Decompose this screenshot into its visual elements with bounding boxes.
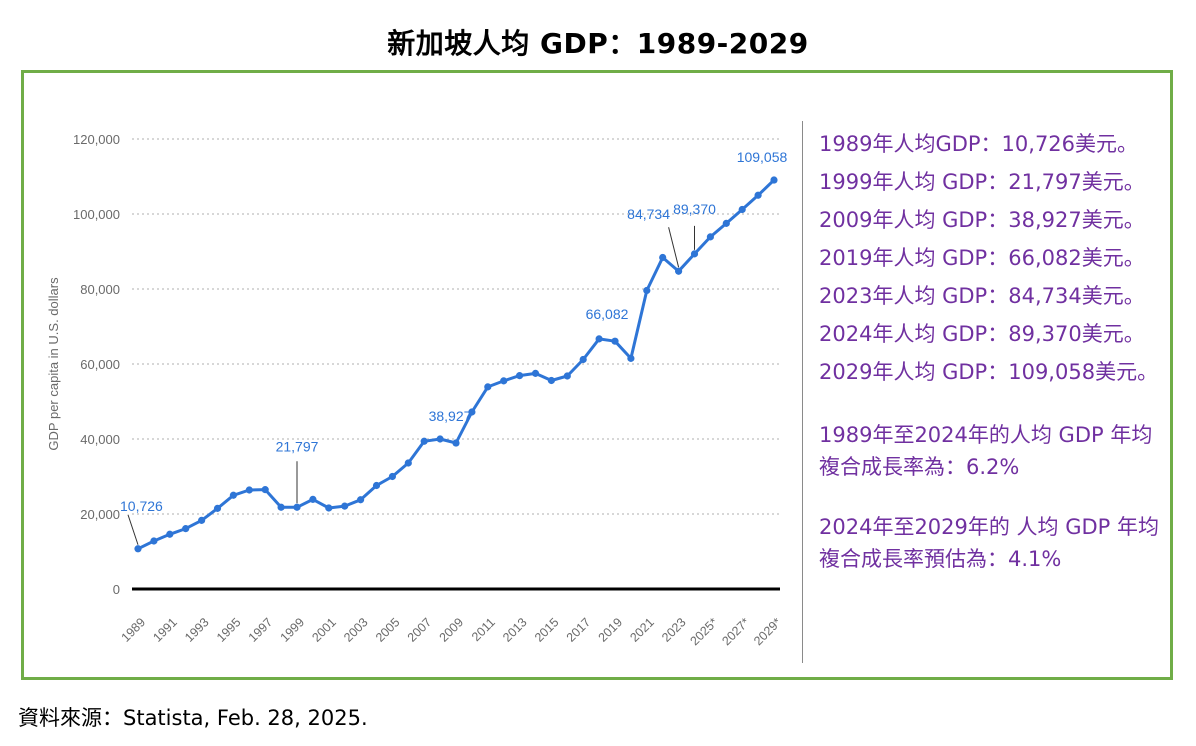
y-tick-label: 60,000 [80,357,120,372]
source-note: 資料來源：Statista, Feb. 28, 2025. [18,706,368,730]
data-point [293,503,301,511]
data-point [277,503,285,511]
data-point [357,496,365,504]
data-point [341,502,349,510]
data-label: 38,927 [429,408,472,424]
cagr-note-2024-2029: 2024年至2029年的 人均 GDP 年均複合成長率預估為：4.1% [819,515,1160,571]
data-point [452,439,460,447]
x-tick-label: 2001 [309,615,339,645]
y-axis-label: GDP per capita in U.S. dollars [46,277,61,451]
x-tick-label: 2019 [596,615,626,645]
data-point [182,525,190,533]
x-tick-label: 2029* [751,615,784,648]
data-label: 84,734 [627,206,670,222]
data-point [166,530,174,538]
data-point [770,176,778,184]
y-tick-label: 120,000 [73,132,120,147]
x-tick-label: 1999 [278,615,308,645]
line-chart: 0 20,000 40,000 60,000 80,000 100,000 120,000 G… [46,132,788,648]
x-tick-label: 2005 [373,615,403,645]
data-label: 21,797 [276,438,319,454]
data-point [500,377,508,385]
y-tick-label: 100,000 [73,207,120,222]
data-point [325,504,333,512]
data-point [579,355,587,364]
data-point [213,504,222,512]
stat-2019: 2019年人均 GDP：66,082美元。 [819,246,1145,270]
data-point [388,472,396,481]
annotation-leader [668,227,680,268]
x-tick-label: 2023 [659,615,689,645]
data-point [595,335,603,343]
data-point [659,253,667,262]
data-point [706,233,715,241]
x-tick-label: 2011 [469,615,498,644]
data-label: 109,058 [737,149,788,165]
data-point [436,435,444,443]
x-tick-label: 1995 [214,615,244,645]
stat-2009: 2009年人均 GDP：38,927美元。 [819,208,1145,232]
y-tick-label: 20,000 [80,507,120,522]
data-point [150,537,158,545]
x-tick-label: 2015 [532,615,562,645]
data-point [309,495,317,503]
page-title: 新加坡人均 GDP：1989-2029 [387,27,809,60]
data-label: 10,726 [120,498,163,514]
cagr-note-1989-2024: 1989年至2024年的人均 GDP 年均複合成長率為：6.2% [819,423,1153,479]
data-point [516,372,524,380]
chart-frame: 0 20,000 40,000 60,000 80,000 100,000 120,000 G… [21,70,1173,680]
data-label: 89,370 [673,201,716,217]
data-point [134,545,142,553]
stats-panel: 1989年人均GDP：10,726美元。 1999年人均 GDP：21,797美… [819,125,1169,575]
y-tick-label: 40,000 [80,432,120,447]
x-tick-label: 1989 [119,615,149,645]
y-tick-label: 80,000 [80,282,120,297]
x-tick-label: 2013 [500,615,530,645]
annotation-leader [127,514,139,545]
x-tick-label: 2021 [627,615,657,645]
x-tick-label: 2009 [437,615,467,645]
data-point [627,354,635,362]
data-point [738,205,746,214]
data-point [611,337,619,345]
data-point [754,191,762,199]
y-tick-label: 0 [113,582,120,597]
stat-2024: 2024年人均 GDP：89,370美元。 [819,322,1145,346]
data-point [420,437,428,445]
data-point [245,486,253,494]
x-tick-label: 1991 [150,615,180,645]
data-point [372,481,381,490]
x-tick-label: 2003 [341,615,371,645]
stat-2023: 2023年人均 GDP：84,734美元。 [819,284,1145,308]
x-tick-label: 2007 [405,615,435,645]
x-tick-label: 2017 [564,615,594,645]
x-tick-label: 1993 [182,615,212,645]
x-tick-label: 1997 [246,615,276,645]
data-point [643,286,651,295]
data-point [675,267,683,275]
stat-2029: 2029年人均 GDP：109,058美元。 [819,360,1159,384]
data-point [468,408,476,416]
x-tick-label: 2027* [719,615,752,648]
stat-1999: 1999年人均 GDP：21,797美元。 [819,170,1145,194]
data-point [563,372,571,380]
data-point [229,491,237,499]
data-point [722,219,730,227]
data-point [547,376,556,385]
data-point [484,383,492,391]
stat-1989: 1989年人均GDP：10,726美元。 [819,132,1139,156]
data-point [690,250,699,258]
data-label: 66,082 [586,306,629,322]
panel-divider [802,121,803,663]
data-point [198,516,206,524]
x-tick-label: 2025* [688,615,721,648]
data-point [531,369,540,377]
data-point [261,486,269,494]
data-point [404,459,412,467]
